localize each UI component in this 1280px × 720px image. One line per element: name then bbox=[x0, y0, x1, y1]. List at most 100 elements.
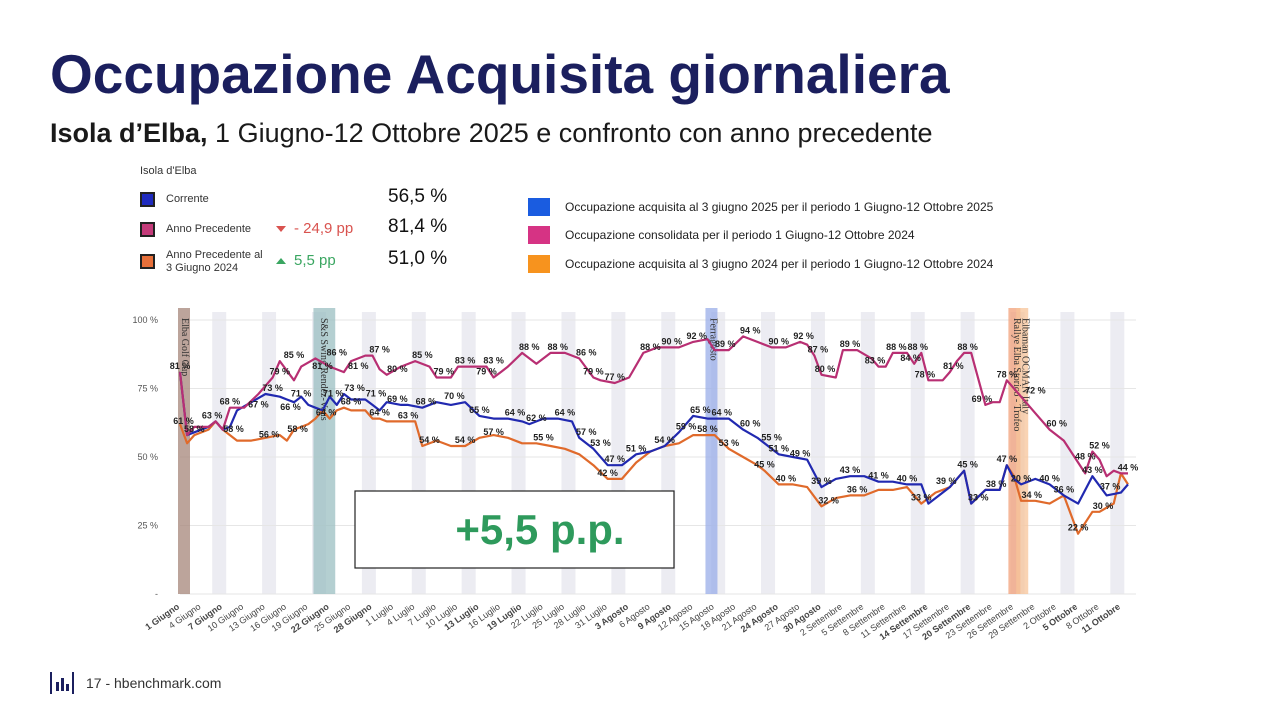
legend-value-corrente: 56,5 % bbox=[388, 186, 448, 207]
data-label: 71 % bbox=[323, 388, 344, 398]
data-label: 88 % bbox=[548, 342, 569, 352]
data-label: 92 % bbox=[687, 331, 708, 341]
data-label: 68 % bbox=[416, 397, 437, 407]
data-label: 85 % bbox=[412, 350, 433, 360]
weekend-stripe bbox=[810, 312, 825, 594]
legend-swatch-blue bbox=[528, 198, 550, 216]
data-label: 55 % bbox=[533, 432, 554, 442]
legend-text: Occupazione acquisita al 3 giugno 2024 p… bbox=[565, 257, 994, 271]
data-label: 38 % bbox=[986, 479, 1007, 489]
data-label: 55 % bbox=[761, 432, 782, 442]
legend-delta-value: 5,5 pp bbox=[294, 252, 336, 269]
data-label: 45 % bbox=[754, 460, 775, 470]
callout-box bbox=[354, 490, 675, 569]
data-label: 73 % bbox=[344, 383, 365, 393]
data-label: 30 % bbox=[1093, 501, 1114, 511]
data-label: 62 % bbox=[526, 413, 547, 423]
data-label: 70 % bbox=[444, 391, 465, 401]
event-label: Elbaman OCMAN Italy bbox=[1020, 318, 1031, 414]
event-band bbox=[705, 308, 718, 594]
event-label: S&S Swing Rendez-Vous bbox=[318, 318, 329, 421]
data-label: 51 % bbox=[626, 443, 647, 453]
series-line bbox=[178, 335, 1128, 478]
data-label: 81 % bbox=[312, 361, 333, 371]
data-label: 49 % bbox=[790, 449, 811, 459]
data-label: 36 % bbox=[1054, 484, 1075, 494]
weekend-stripe bbox=[262, 312, 277, 594]
data-label: 69 % bbox=[972, 394, 993, 404]
legend-swatch-anno-precedente bbox=[140, 222, 155, 237]
data-label: 33 % bbox=[911, 493, 932, 503]
data-label: 48 % bbox=[1075, 451, 1096, 461]
data-label: 83 % bbox=[455, 356, 476, 366]
data-label: 87 % bbox=[369, 345, 390, 355]
data-label: 68 % bbox=[341, 397, 362, 407]
data-label: 60 % bbox=[1046, 419, 1067, 429]
data-label: 54 % bbox=[654, 435, 675, 445]
hbenchmark-logo-icon bbox=[50, 672, 74, 694]
data-label: 44 % bbox=[1118, 462, 1139, 472]
legend-delta-anno-precedente-3-giugno: 5,5 pp bbox=[276, 252, 336, 269]
data-label: 81 % bbox=[943, 361, 964, 371]
data-label: 57 % bbox=[483, 427, 504, 437]
data-label: 41 % bbox=[868, 471, 889, 481]
data-label: 40 % bbox=[776, 473, 797, 483]
weekend-stripe bbox=[960, 312, 975, 594]
data-label: 32 % bbox=[818, 495, 839, 505]
legend-text: Occupazione acquisita al 3 giugno 2025 p… bbox=[565, 200, 994, 214]
data-label: 87 % bbox=[808, 345, 829, 355]
occupancy-line-chart: 100 % 75 % 50 % 25 % - Elba Golf Cup S&S Swing… bbox=[132, 308, 1139, 642]
data-label: 88 % bbox=[519, 342, 540, 352]
data-label: 59 % bbox=[676, 421, 697, 431]
data-label: 43 % bbox=[1082, 465, 1103, 475]
event-band bbox=[1016, 308, 1029, 594]
legend-label-anno-precedente-3-giugno: Anno Precedente al 3 Giugno 2024 bbox=[166, 249, 263, 275]
weekend-stripe bbox=[910, 312, 925, 594]
data-label: 43 % bbox=[840, 465, 861, 475]
data-label: 40 % bbox=[1039, 473, 1060, 483]
legend-swatch-orange bbox=[528, 255, 550, 273]
data-label: 58 % bbox=[697, 424, 718, 434]
data-label: 79 % bbox=[583, 367, 604, 377]
data-label: 88 % bbox=[957, 342, 978, 352]
callout-text: +5,5 p.p. bbox=[455, 506, 624, 553]
data-label: 40 % bbox=[897, 473, 918, 483]
page-title: Occupazione Acquisita giornaliera bbox=[50, 43, 950, 105]
weekend-stripe bbox=[761, 312, 776, 594]
data-label: 68 % bbox=[220, 397, 241, 407]
data-label: 94 % bbox=[740, 325, 761, 335]
data-label: 89 % bbox=[840, 339, 861, 349]
data-label: 64 % bbox=[505, 408, 526, 418]
data-label: 83 % bbox=[865, 356, 886, 366]
legend-text: Occupazione consolidata per il periodo 1… bbox=[565, 228, 915, 242]
data-label: 39 % bbox=[936, 476, 957, 486]
legend-title: Isola d'Elba bbox=[140, 165, 197, 177]
data-label: 78 % bbox=[997, 369, 1018, 379]
data-label: 81 % bbox=[348, 361, 369, 371]
legend-swatch-anno-precedente-3-giugno bbox=[140, 254, 155, 269]
weekend-stripe bbox=[1110, 312, 1125, 594]
legend-value-anno-precedente: 81,4 % bbox=[388, 216, 448, 237]
data-label: 71 % bbox=[291, 388, 312, 398]
arrow-down-icon bbox=[276, 226, 286, 233]
event-label: Ferragosto bbox=[707, 318, 718, 361]
data-label: 20 % bbox=[1011, 473, 1032, 483]
data-label: 54 % bbox=[455, 435, 476, 445]
legend-delta-anno-precedente: - 24,9 pp bbox=[276, 220, 353, 237]
data-label: 47 % bbox=[605, 454, 626, 464]
legend-label-line-1: Anno Precedente al bbox=[166, 249, 263, 261]
data-label: 64 % bbox=[369, 408, 390, 418]
data-label: 53 % bbox=[719, 438, 740, 448]
data-label: 86 % bbox=[327, 347, 348, 357]
data-label: 33 % bbox=[968, 493, 989, 503]
data-label: 83 % bbox=[483, 356, 504, 366]
data-label: 22 % bbox=[1068, 523, 1089, 533]
page-subtitle: Isola d’Elba, 1 Giugno-12 Ottobre 2025 e… bbox=[50, 118, 933, 149]
data-label: 56 % bbox=[259, 430, 280, 440]
series-line bbox=[178, 371, 1129, 505]
data-label: 79 % bbox=[270, 367, 291, 377]
event-label: Rallye Elba Storico - Trofeo bbox=[1011, 318, 1022, 431]
data-label: 67 % bbox=[248, 399, 269, 409]
data-label: 65 % bbox=[690, 405, 711, 415]
data-label: 65 % bbox=[469, 405, 490, 415]
